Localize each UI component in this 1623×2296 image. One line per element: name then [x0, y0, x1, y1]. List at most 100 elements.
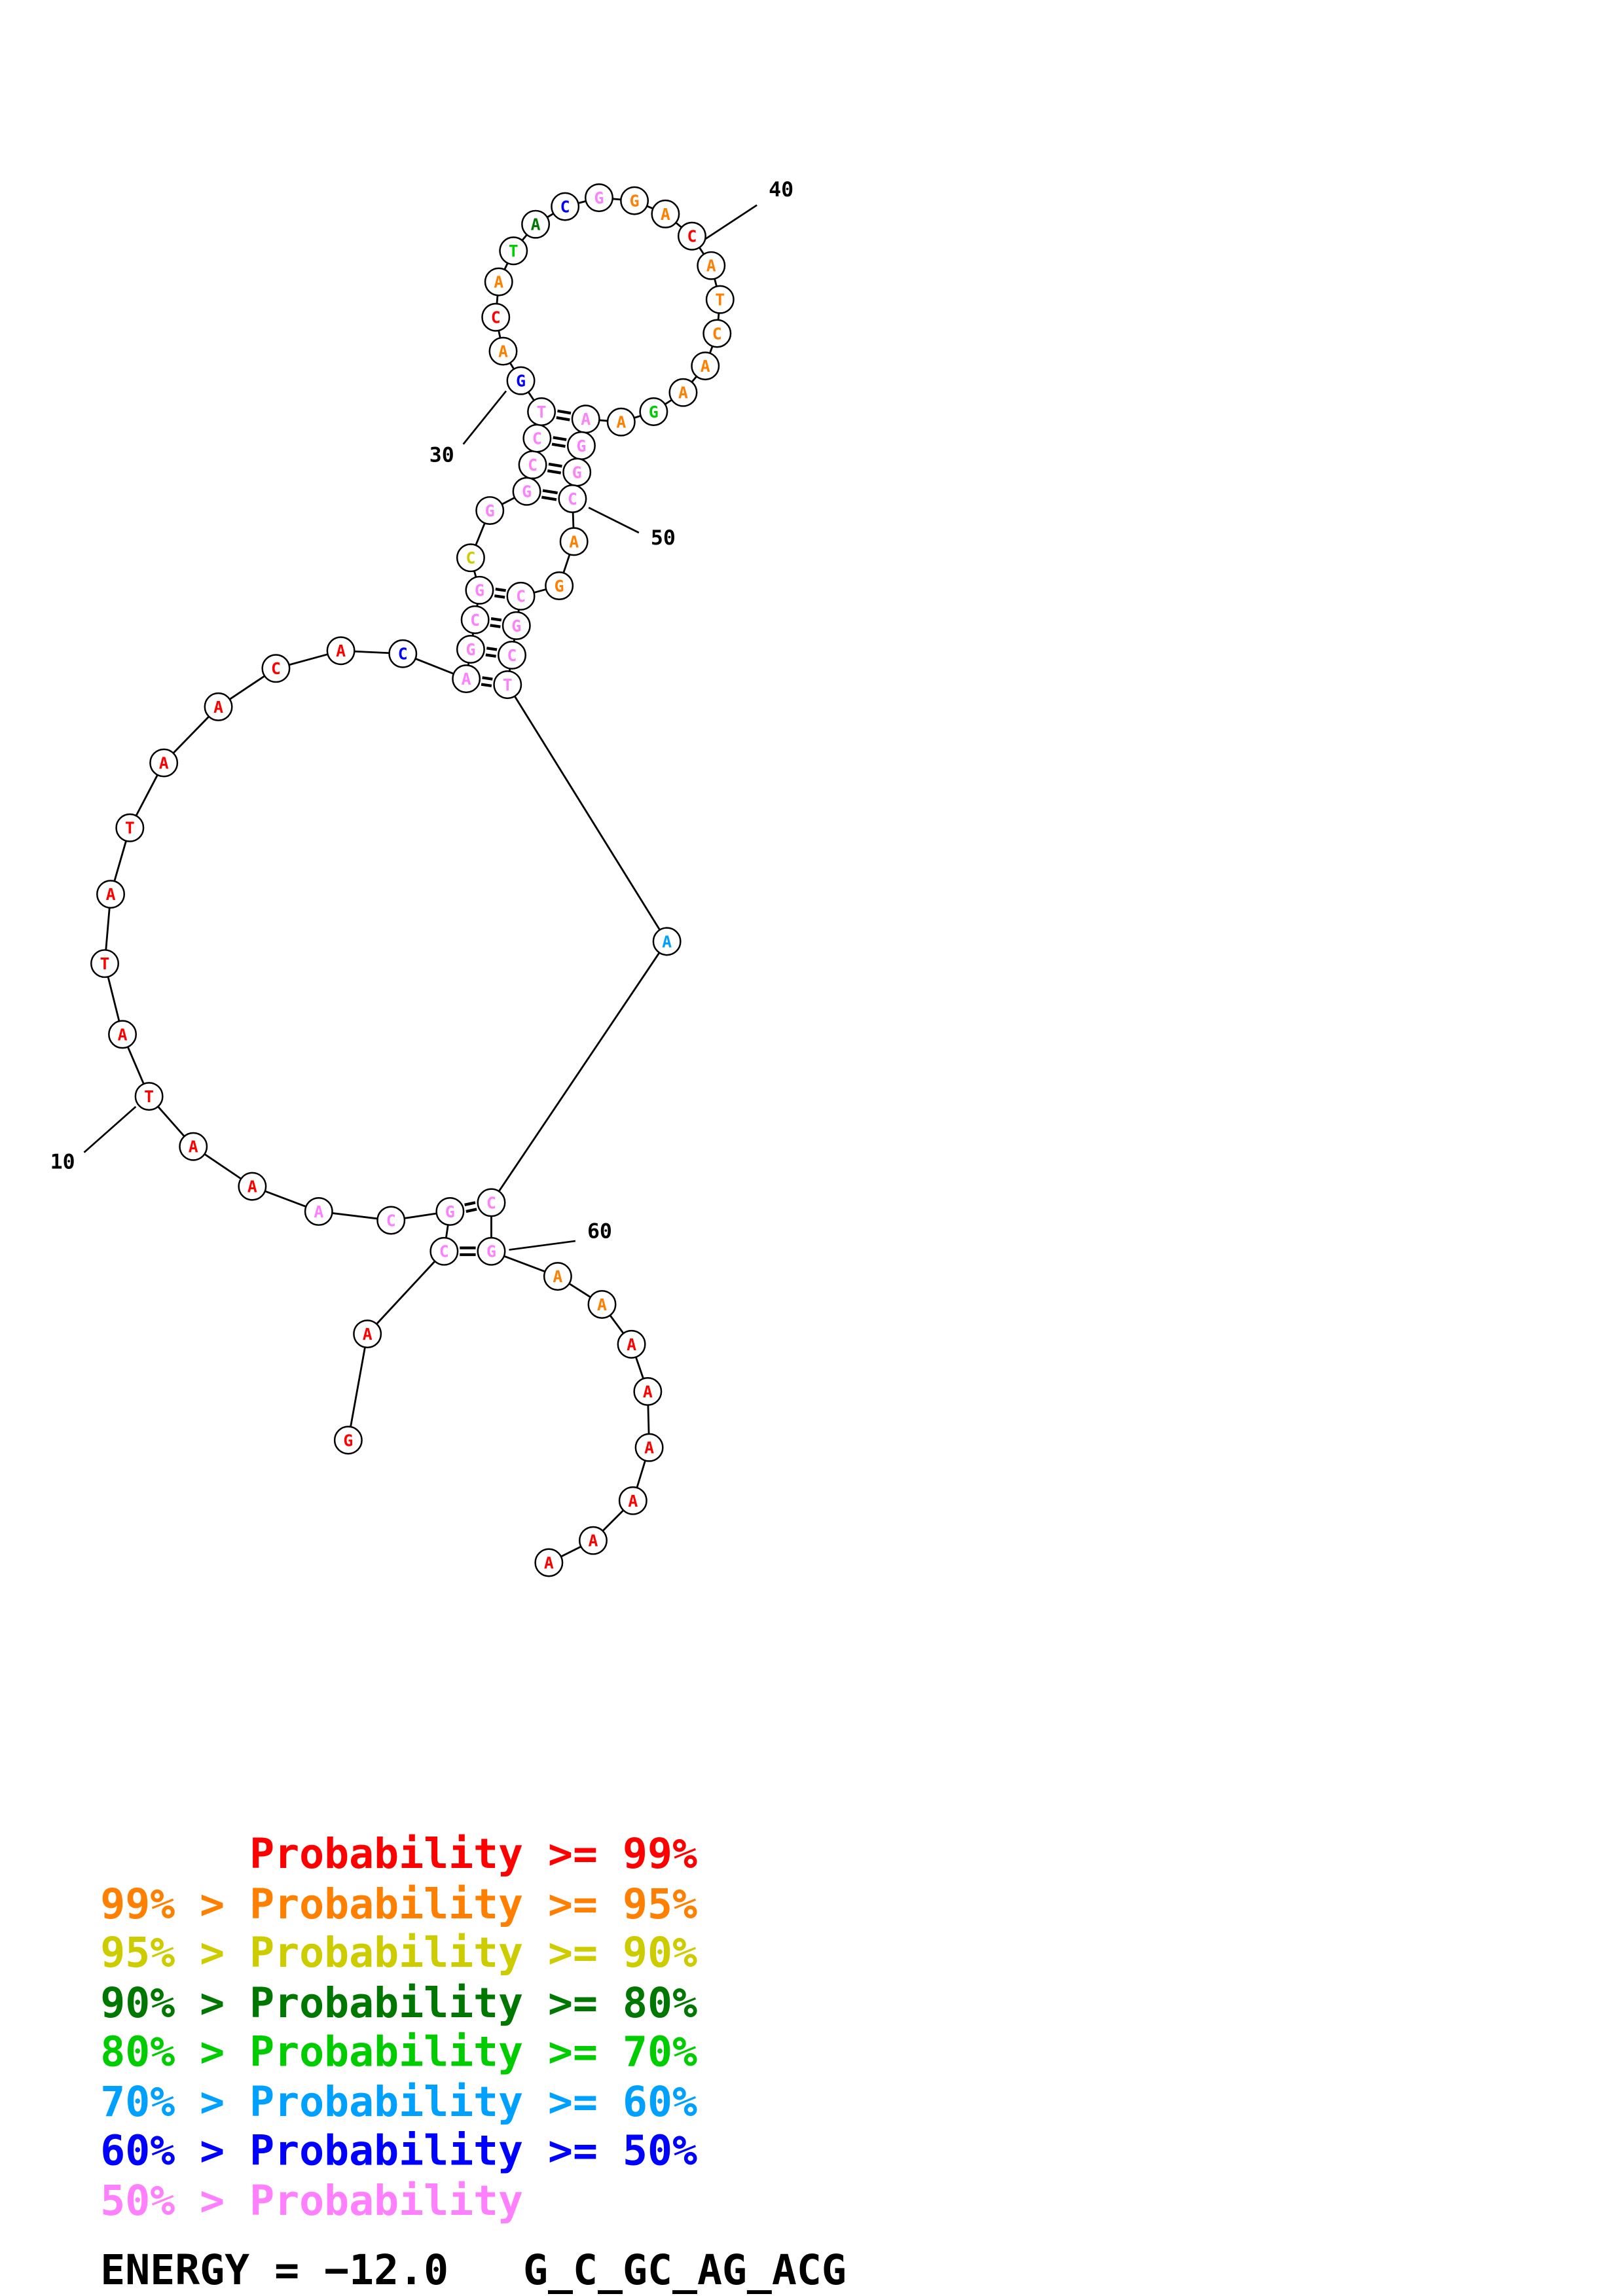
nucleotide-17-A: A	[326, 636, 356, 666]
position-label-line	[588, 507, 640, 534]
nucleotide-letter: G	[445, 1202, 455, 1221]
base-pair-bond	[482, 676, 493, 681]
legend-item-99: Probability >= 99%	[100, 1829, 697, 1878]
nucleotide-circle	[475, 496, 505, 526]
nucleotide-letter: G	[486, 1242, 496, 1261]
position-labels: 10 30 40 50 60	[50, 178, 793, 1251]
nucleotide-26-C: C	[518, 450, 547, 480]
nucleotide-59-G: G	[477, 1236, 506, 1266]
nucleotide-circle	[617, 1329, 646, 1359]
nucleotide-43-A: A	[691, 351, 720, 381]
nucleotide-14-A: A	[149, 748, 179, 778]
nucleotide-49-G: G	[562, 457, 592, 487]
nucleotide-67-A: A	[534, 1548, 564, 1577]
nucleotide-circle	[618, 1486, 647, 1515]
nucleotide-25-G: G	[512, 476, 541, 506]
backbone-segment	[350, 1347, 366, 1427]
nucleotide-33-T: T	[499, 236, 528, 266]
nucleotide-circle	[651, 199, 680, 228]
backbone-segment	[509, 362, 515, 370]
nucleotide-letter: A	[494, 273, 503, 292]
nucleotide-circle	[460, 605, 490, 634]
backbone-segment	[609, 1314, 625, 1335]
nucleotide-letter: A	[678, 384, 688, 403]
nucleotide-20-G: G	[456, 634, 485, 664]
nucleotide-letter: A	[553, 1267, 562, 1286]
backbone-segment	[503, 1255, 545, 1273]
nucleotide-letter: A	[701, 357, 710, 376]
nucleotide-letter: C	[560, 198, 570, 217]
nucleotide-circle	[488, 336, 518, 366]
nucleotide-letter: G	[511, 617, 521, 636]
nucleotide-21-C: C	[460, 605, 490, 634]
nucleotide-circle	[634, 1433, 664, 1462]
legend-item-90: 95% > Probability >= 90%	[100, 1928, 697, 1977]
nucleotide-circle	[456, 634, 485, 664]
nucleotide-1-G: G	[333, 1426, 363, 1455]
nucleotide-letter: A	[627, 1335, 636, 1354]
nucleotide-34-A: A	[521, 209, 551, 239]
legend-item-60: 70% > Probability >= 60%	[100, 2077, 697, 2126]
nucleotide-letter: T	[715, 291, 725, 310]
nucleotide-41-T: T	[705, 285, 735, 314]
nucleotide-circle	[521, 209, 551, 239]
nucleotide-letter: C	[398, 645, 408, 664]
nucleotide-circle	[506, 581, 536, 611]
base-pair-bonds	[460, 409, 572, 1257]
position-label-line	[83, 1105, 137, 1153]
base-pair-bond	[551, 442, 566, 448]
nucleotide-letter: C	[568, 490, 577, 509]
nucleotide-circle	[578, 1526, 608, 1555]
backbone-segment	[264, 1190, 306, 1208]
backbone-segment	[577, 200, 587, 204]
nucleotide-circle	[261, 654, 291, 683]
position-label-line	[462, 390, 507, 445]
nucleotide-letter: T	[125, 819, 135, 838]
nucleotide-letter: C	[486, 1193, 496, 1212]
nucleotide-letter: T	[509, 242, 519, 260]
nucleotide-6-A: A	[304, 1196, 333, 1226]
nucleotide-10-A: A	[108, 1020, 137, 1049]
nucleotide-23-C: C	[456, 543, 485, 573]
nucleotide-53-C: C	[506, 581, 536, 611]
backbone-segment	[107, 976, 120, 1022]
backbone-segment	[599, 419, 608, 422]
nucleotide-circle	[465, 575, 494, 605]
nucleotide-circle	[559, 527, 589, 556]
backbone-segment	[634, 1357, 644, 1379]
nucleotide-circle	[326, 636, 356, 666]
nucleotide-circle	[697, 251, 726, 280]
nucleotide-letter: A	[498, 342, 508, 361]
nucleotide-letter: C	[687, 227, 697, 246]
nucleotide-22-G: G	[465, 575, 494, 605]
backbone-segment	[354, 650, 390, 655]
legend-item-80: 90% > Probability >= 80%	[100, 1979, 697, 2027]
nucleotide-letter: A	[581, 410, 591, 429]
position-label-40: 40	[769, 178, 793, 202]
nucleotide-circle	[304, 1196, 333, 1226]
backbone-segment	[534, 588, 547, 594]
position-label-30: 30	[429, 444, 454, 467]
nucleotide-letter: A	[531, 215, 541, 234]
nucleotide-letter: G	[630, 192, 640, 211]
nucleotide-55-C: C	[498, 641, 526, 670]
nucleotide-letter: C	[491, 308, 501, 327]
base-pair-bond	[490, 617, 502, 622]
backbone-segment	[646, 205, 653, 210]
nucleotide-circle	[585, 183, 613, 213]
nucleotide-circle	[639, 397, 668, 426]
nucleotide-circle	[499, 236, 528, 266]
nucleotide-letter: G	[576, 437, 586, 456]
position-label-60: 60	[587, 1220, 612, 1244]
base-pair-bond	[547, 469, 562, 475]
backbone-segment	[602, 1509, 625, 1532]
nucleotide-circle	[376, 1206, 406, 1235]
nucleotide-11-T: T	[90, 949, 119, 978]
nucleotide-letter: A	[159, 753, 169, 772]
nucleotide-2-A: A	[353, 1319, 382, 1349]
nucleotide-8-A: A	[179, 1132, 208, 1161]
base-pair-bond	[465, 1208, 477, 1213]
backbone-segment	[157, 1105, 185, 1138]
nucleotide-3-C: C	[429, 1236, 459, 1266]
nucleotide-56-T: T	[493, 670, 522, 700]
